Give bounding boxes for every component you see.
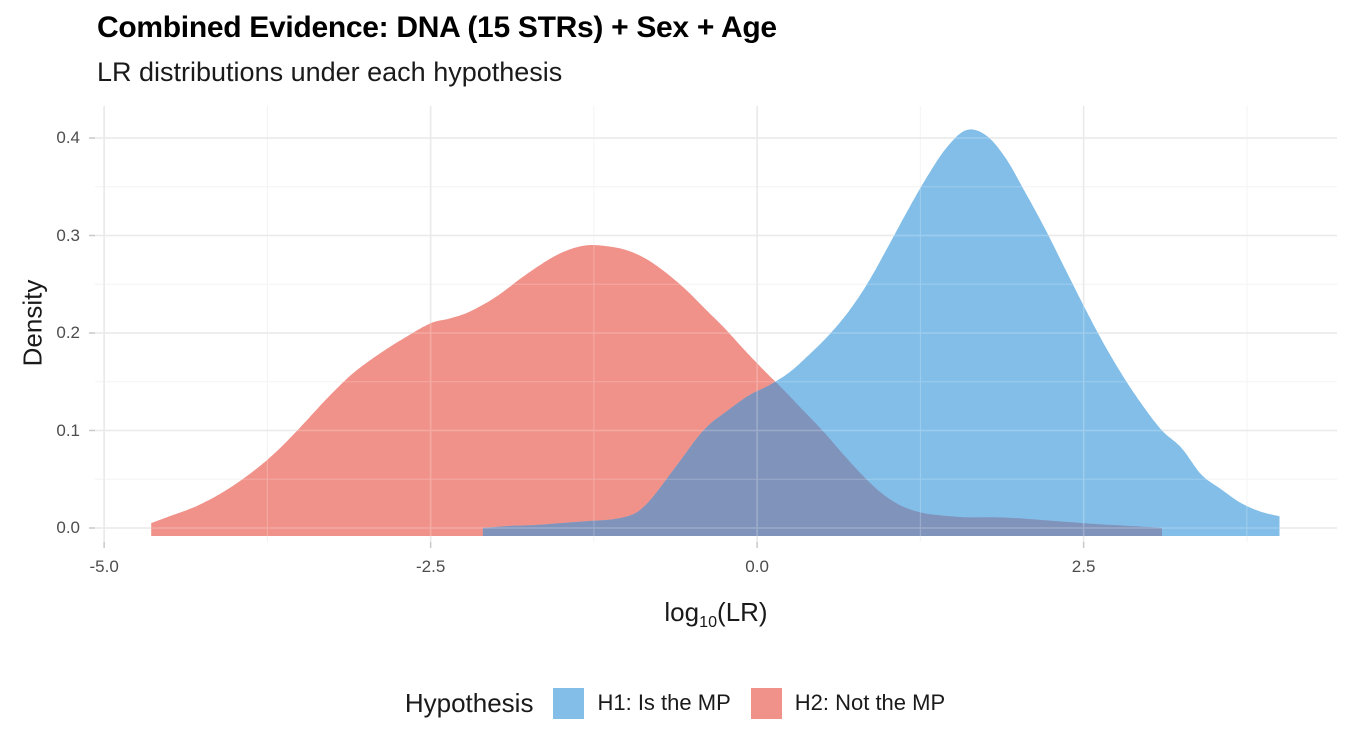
x-tick-label: 2.5 [1071, 557, 1096, 576]
h1-density-area [482, 129, 1280, 536]
legend: Hypothesis H1: Is the MP H2: Not the MP [0, 674, 1350, 732]
legend-swatch-h1 [553, 687, 585, 719]
y-tick-label: 0.4 [56, 128, 80, 147]
chart-title: Combined Evidence: DNA (15 STRs) + Sex +… [97, 11, 777, 44]
y-tick-label: 0.0 [56, 518, 80, 537]
x-axis-title: log10(LR) [664, 597, 767, 632]
legend-label-h1: H1: Is the MP [597, 690, 731, 715]
gridline-overlay [95, 106, 1337, 542]
h2-density-area [151, 245, 1162, 536]
y-tick-label: 0.3 [56, 225, 80, 245]
x-tick-label: 0.0 [745, 557, 769, 576]
gridlines [95, 106, 1337, 542]
legend-swatch-h2 [750, 687, 782, 719]
legend-label-h2: H2: Not the MP [794, 690, 946, 715]
x-axis-title-prefix: log [664, 597, 700, 627]
x-tick-label: -2.5 [415, 557, 446, 576]
axis-ticks [89, 137, 1085, 548]
overlap-density-area [482, 381, 1162, 536]
legend-item-h1: H1: Is the MP [553, 687, 731, 719]
x-tick-label: -5.0 [89, 557, 119, 576]
x-axis-title-suffix: (LR) [717, 597, 768, 627]
y-axis-title: Density [17, 279, 48, 367]
y-tick-label: 0.1 [56, 420, 80, 440]
legend-item-h2: H2: Not the MP [750, 687, 946, 719]
y-tick-label: 0.2 [56, 323, 80, 342]
legend-title: Hypothesis [404, 687, 534, 718]
chart-subtitle: LR distributions under each hypothesis [97, 57, 563, 87]
x-axis-title-subscript: 10 [699, 613, 718, 632]
